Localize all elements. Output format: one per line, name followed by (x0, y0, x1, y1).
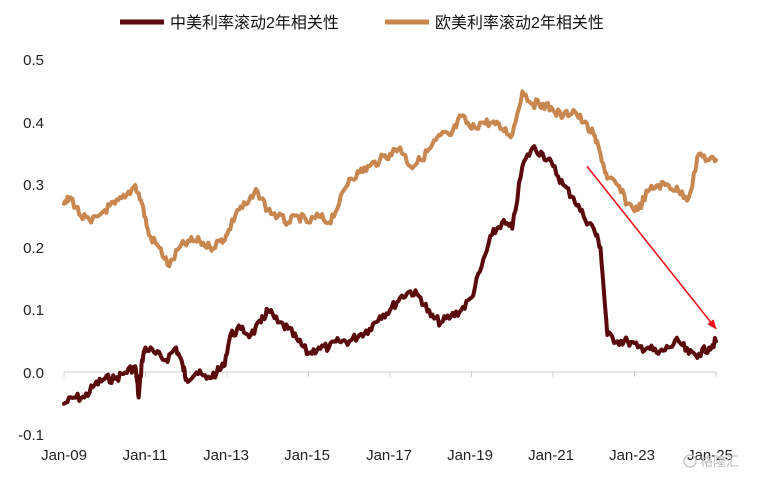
x-tick-label: Jan-19 (447, 447, 493, 464)
x-tick-label: Jan-23 (609, 447, 655, 464)
y-tick-label: 0.3 (23, 177, 44, 194)
legend-label-series-1: 欧美利率滚动2年相关性 (435, 14, 604, 32)
series-layer (62, 89, 718, 406)
legend: 中美利率滚动2年相关性 欧美利率滚动2年相关性 (120, 14, 604, 32)
y-tick-label: -0.1 (18, 427, 44, 444)
y-tick-label: 0.2 (23, 240, 44, 257)
x-tick-label: Jan-09 (41, 447, 87, 464)
x-tick-label: Jan-17 (366, 447, 412, 464)
series-line-1 (62, 89, 718, 269)
x-axis: Jan-09 Jan-11 Jan-13 Jan-15 Jan-17 Jan-1… (41, 371, 733, 464)
series-line-0 (62, 144, 718, 406)
trend-arrow-0 (586, 165, 717, 330)
watermark-text: 格隆汇 (700, 454, 739, 469)
x-tick-label: Jan-21 (528, 447, 574, 464)
y-axis: -0.1 0.0 0.1 0.2 0.3 0.4 0.5 (18, 52, 44, 444)
y-tick-label: 0.5 (23, 52, 44, 69)
y-tick-label: 0.1 (23, 302, 44, 319)
legend-label-series-0: 中美利率滚动2年相关性 (170, 14, 339, 32)
annotation-layer (586, 165, 717, 330)
x-tick-label: Jan-25 (687, 447, 733, 464)
y-tick-label: 0.0 (23, 365, 44, 382)
watermark: 格隆汇 (683, 454, 739, 469)
x-tick-label: Jan-11 (123, 447, 168, 464)
y-tick-label: 0.4 (23, 115, 44, 132)
x-tick-marks (63, 372, 717, 377)
x-tick-label: Jan-15 (284, 447, 330, 464)
watermark-logo-icon (683, 454, 697, 468)
x-tick-label: Jan-13 (203, 447, 249, 464)
